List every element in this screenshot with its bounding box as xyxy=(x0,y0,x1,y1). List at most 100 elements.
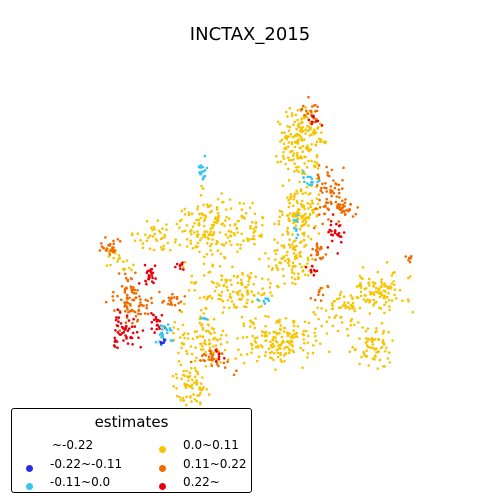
map-point xyxy=(297,170,301,174)
map-point xyxy=(193,282,197,285)
map-point xyxy=(227,229,230,233)
map-point xyxy=(185,352,189,356)
map-point xyxy=(212,281,216,285)
map-point xyxy=(148,234,152,237)
map-point xyxy=(115,340,119,343)
map-point xyxy=(298,146,302,150)
map-point xyxy=(276,268,280,272)
map-point xyxy=(295,236,298,240)
map-point xyxy=(236,250,239,254)
map-point xyxy=(303,341,306,345)
map-point xyxy=(302,329,306,333)
map-point xyxy=(337,220,341,223)
map-point xyxy=(319,286,323,290)
map-point xyxy=(251,344,254,347)
map-point xyxy=(236,337,239,340)
map-point xyxy=(220,223,223,226)
map-point xyxy=(382,289,386,293)
map-point xyxy=(331,233,335,237)
map-point xyxy=(131,298,134,302)
map-point xyxy=(298,156,302,160)
map-point xyxy=(360,276,363,280)
map-point xyxy=(329,220,333,223)
map-point xyxy=(279,261,283,265)
map-point xyxy=(252,282,256,286)
map-point xyxy=(240,315,244,319)
map-point xyxy=(139,312,143,316)
map-point xyxy=(196,336,199,339)
map-point xyxy=(290,141,294,144)
map-point xyxy=(272,345,276,348)
map-point xyxy=(373,358,376,361)
map-point xyxy=(240,293,244,296)
map-point xyxy=(326,285,330,289)
map-point xyxy=(127,319,131,322)
map-point xyxy=(193,288,197,292)
map-point xyxy=(294,335,298,338)
map-point xyxy=(293,162,297,165)
map-point xyxy=(385,346,388,350)
map-point xyxy=(317,293,320,297)
map-point xyxy=(133,325,137,328)
map-point xyxy=(279,358,283,362)
map-point xyxy=(180,310,183,314)
map-point xyxy=(310,181,313,184)
map-point xyxy=(306,175,309,179)
map-point xyxy=(120,284,124,288)
map-point xyxy=(297,165,300,169)
map-point xyxy=(111,250,115,254)
map-point xyxy=(281,154,285,158)
map-point xyxy=(307,274,310,277)
map-point xyxy=(195,233,199,237)
map-point xyxy=(282,274,285,278)
map-point xyxy=(181,373,185,377)
map-point xyxy=(249,226,252,230)
map-point xyxy=(285,110,288,114)
map-point xyxy=(293,277,297,281)
map-point xyxy=(310,159,313,163)
map-point xyxy=(117,316,121,319)
map-point xyxy=(365,344,369,347)
map-point xyxy=(141,246,145,249)
map-point xyxy=(199,193,203,197)
map-point xyxy=(321,191,324,194)
map-point xyxy=(174,238,177,241)
map-point xyxy=(123,272,127,276)
map-point xyxy=(307,235,310,238)
map-point xyxy=(264,297,267,300)
map-point xyxy=(382,343,386,346)
map-point xyxy=(186,375,189,378)
map-point xyxy=(353,309,357,313)
map-point xyxy=(367,277,371,281)
map-point xyxy=(283,326,287,330)
map-point xyxy=(281,184,285,187)
map-point xyxy=(344,198,347,201)
map-point xyxy=(166,241,170,245)
map-point xyxy=(332,191,336,195)
map-point xyxy=(119,333,122,337)
map-point xyxy=(242,239,245,242)
map-point xyxy=(245,353,249,356)
map-point xyxy=(242,324,246,328)
map-point xyxy=(262,299,266,303)
map-point xyxy=(377,288,381,292)
map-point xyxy=(314,313,317,316)
map-point xyxy=(275,264,278,267)
map-point xyxy=(393,293,396,297)
map-point xyxy=(276,351,280,355)
map-point xyxy=(310,270,313,274)
map-point xyxy=(359,290,363,294)
map-point xyxy=(346,334,350,337)
map-point xyxy=(320,257,323,261)
map-point xyxy=(300,224,303,228)
map-point xyxy=(245,305,248,309)
map-point xyxy=(150,312,153,315)
map-point xyxy=(298,208,301,212)
map-point xyxy=(193,398,196,401)
map-point xyxy=(267,278,270,281)
map-point xyxy=(310,183,314,186)
map-point xyxy=(373,348,377,351)
map-point xyxy=(206,323,210,326)
map-point xyxy=(261,287,264,290)
map-point xyxy=(360,355,363,359)
